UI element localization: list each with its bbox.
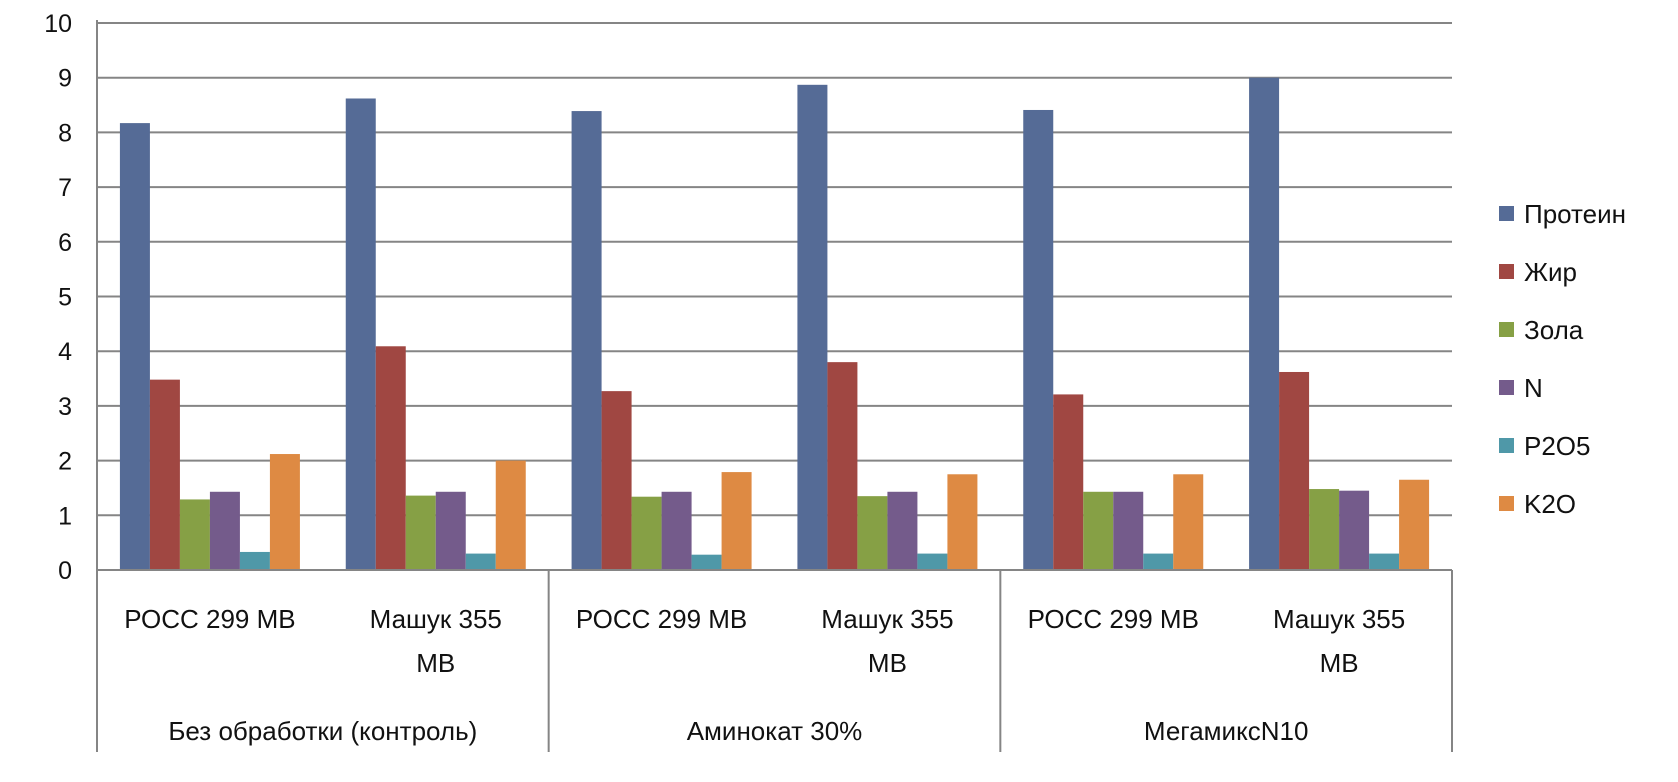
bar: [1399, 479, 1430, 570]
bar: [375, 346, 406, 570]
bar: [631, 496, 662, 570]
x-category-label: РОСС 299 МВ: [576, 604, 747, 634]
x-category-label: МВ: [868, 648, 907, 678]
bar: [721, 472, 752, 570]
x-category-label: Машук 355: [370, 604, 502, 634]
bar: [465, 553, 496, 570]
bar: [405, 495, 436, 570]
legend-swatch: [1499, 438, 1514, 453]
bar: [435, 491, 466, 570]
x-category-label: РОСС 299 МВ: [1028, 604, 1199, 634]
legend-label: Протеин: [1524, 199, 1626, 229]
bar: [1249, 77, 1280, 570]
legend-swatch: [1499, 380, 1514, 395]
bars: [119, 77, 1430, 571]
bar: [179, 499, 210, 570]
y-tick-label: 7: [58, 174, 72, 202]
legend-label: K2O: [1524, 489, 1576, 519]
legend-swatch: [1499, 264, 1514, 279]
legend: Протеин Жир Зола N P2O5 K2O: [1499, 199, 1626, 519]
x-category-label: РОСС 299 МВ: [124, 604, 295, 634]
bar: [1023, 109, 1054, 571]
y-tick-label: 5: [58, 284, 72, 312]
bar: [1083, 491, 1114, 570]
legend-swatch: [1499, 322, 1514, 337]
x-category-label: МВ: [1320, 648, 1359, 678]
bar: [119, 123, 150, 570]
bar: [239, 551, 270, 570]
bar: [917, 553, 948, 570]
bar: [947, 474, 978, 570]
bar: [1279, 371, 1310, 570]
bar: [1113, 491, 1144, 570]
x-category-label: Машук 355: [821, 604, 953, 634]
bar: [209, 491, 240, 570]
bar: [571, 111, 602, 570]
y-tick-label: 6: [58, 229, 72, 257]
y-tick-label: 2: [58, 448, 72, 476]
bar: [1053, 394, 1084, 570]
y-tick-label: 4: [58, 338, 72, 366]
y-tick-label: 10: [44, 10, 72, 38]
x-group-label: Без обработки (контроль): [168, 716, 477, 746]
legend-label: N: [1524, 373, 1543, 403]
bar: [269, 454, 300, 570]
y-tick-label: 8: [58, 119, 72, 147]
bar: [691, 554, 722, 570]
bar: [827, 362, 858, 570]
x-group-label: МегамиксN10: [1144, 716, 1309, 746]
legend-swatch: [1499, 206, 1514, 221]
y-tick-label: 1: [58, 502, 72, 530]
x-category-label: Машук 355: [1273, 604, 1405, 634]
x-category-label: МВ: [416, 648, 455, 678]
bar: [495, 460, 526, 570]
legend-label: Зола: [1524, 315, 1584, 345]
bar: [1309, 489, 1340, 570]
bar: [661, 491, 692, 570]
bar: [857, 496, 888, 570]
x-group-label: Аминокат 30%: [687, 716, 863, 746]
bar: [1369, 553, 1400, 570]
y-tick-label: 3: [58, 393, 72, 421]
bar: [1339, 490, 1370, 570]
bar: [1173, 474, 1204, 570]
bar: [601, 391, 632, 570]
y-tick-label: 0: [58, 557, 72, 585]
axis-labels: 0 1 2 3 4 5 6 7 8 9 10 РОСС 299 МВ Машук 355 МВ Без об…: [44, 10, 1405, 746]
bar: [345, 98, 376, 571]
bar: [887, 491, 918, 570]
grid-lines: [97, 22, 1452, 517]
legend-label: Жир: [1524, 257, 1577, 287]
legend-swatch: [1499, 496, 1514, 511]
bar: [1143, 553, 1174, 570]
bar: [797, 84, 828, 570]
axes: [96, 20, 1453, 752]
legend-label: P2O5: [1524, 431, 1591, 461]
bar: [149, 379, 180, 570]
y-tick-label: 9: [58, 65, 72, 93]
